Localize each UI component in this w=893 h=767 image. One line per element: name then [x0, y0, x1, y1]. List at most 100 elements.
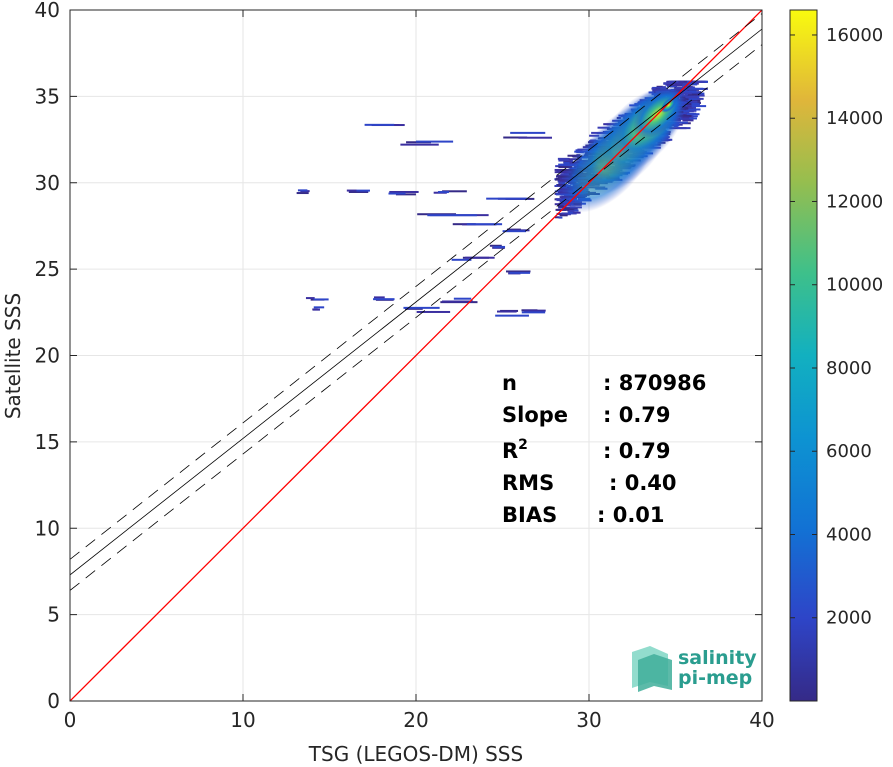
density-cell: [373, 298, 395, 301]
density-cell: [364, 123, 395, 126]
density-cell: [524, 309, 546, 312]
density-cell: [348, 190, 369, 193]
density-cell: [686, 80, 692, 83]
density-cell: [554, 203, 561, 206]
density-cell: [687, 103, 700, 106]
density-cell: [554, 216, 560, 219]
density-cell: [688, 98, 698, 101]
density-cell: [681, 109, 697, 112]
y-tick-label: 30: [35, 171, 60, 195]
density-cell: [503, 136, 528, 139]
y-tick-label: 5: [47, 603, 60, 627]
colorbar-tick-label: 16000: [826, 25, 883, 46]
colorbar-tick-label: 12000: [826, 191, 883, 212]
logo-line2: pi-mep: [678, 667, 752, 689]
density-cell: [389, 190, 419, 193]
density-cell: [557, 157, 570, 160]
density-cell: [556, 208, 574, 211]
density-cell: [681, 90, 695, 93]
colorbar-tick-label: 2000: [826, 608, 872, 629]
regression-lines: [70, 10, 762, 701]
colorbar-tick-label: 14000: [826, 108, 883, 129]
colorbar-tick-label: 8000: [826, 358, 872, 379]
density-cell: [493, 245, 506, 248]
stat-label: Slope: [502, 403, 568, 427]
density-cell: [346, 189, 357, 192]
logo-line1: salinity: [678, 647, 757, 669]
density-cell: [686, 103, 692, 106]
density-cell: [506, 270, 531, 273]
density-cell: [427, 214, 477, 217]
density-cell: [442, 190, 467, 193]
x-tick-label: 40: [749, 708, 774, 732]
density-cell: [466, 223, 503, 226]
density-cell: [663, 82, 674, 85]
density-cell: [486, 197, 529, 200]
stat-label: RMS: [502, 471, 554, 495]
density-cell: [509, 271, 531, 274]
density-cell: [554, 171, 572, 174]
colorbar-ticks: 2000 4000 6000 8000 10000 12000 14000 16000: [790, 25, 883, 629]
density-cell: [686, 108, 701, 111]
density-cell: [676, 82, 691, 85]
density-cell: [388, 192, 406, 195]
density-cell: [692, 80, 705, 83]
x-tick-label: 20: [403, 708, 428, 732]
density-cell: [403, 306, 440, 309]
density-cell: [687, 105, 693, 108]
density-cell: [558, 205, 564, 208]
density-cell: [691, 105, 707, 108]
density-cell: [453, 297, 472, 300]
y-axis-label: Satellite SSS: [1, 293, 25, 419]
density-cell: [558, 163, 564, 166]
colorbar-tick-label: 6000: [826, 441, 872, 462]
density-cell: [558, 216, 563, 219]
fit-line: [70, 28, 762, 576]
density-cell: [687, 106, 697, 109]
density-cell: [681, 116, 690, 119]
density-cell: [489, 244, 502, 247]
density-cloud: [296, 80, 708, 317]
y-tick-label: 20: [35, 344, 60, 368]
density-cell: [400, 143, 439, 146]
density-cell: [559, 214, 568, 217]
colorbar-tick-label: 4000: [826, 524, 872, 545]
density-cell: [305, 297, 315, 300]
density-cell: [495, 314, 529, 317]
density-cell: [510, 131, 546, 134]
density-cell: [416, 140, 454, 143]
stat-value: : 0.79: [603, 439, 671, 463]
density-cell: [518, 136, 552, 139]
density-cell: [313, 308, 320, 311]
stat-label: BIAS: [502, 503, 557, 527]
density-cell: [438, 191, 449, 194]
density-cell: [497, 310, 517, 313]
density-cell: [558, 159, 573, 162]
salinity-pi-mep-logo: salinity pi-mep: [632, 646, 757, 692]
y-tick-label: 10: [35, 516, 60, 540]
density-cell: [687, 100, 698, 103]
identity-line: [70, 10, 762, 701]
stat-value: : 0.40: [609, 471, 677, 495]
density-cell: [670, 80, 679, 83]
density-cell: [416, 310, 451, 313]
density-cell: [686, 113, 700, 116]
density-cell: [677, 80, 684, 83]
x-tick-label: 10: [230, 708, 255, 732]
density-cell: [296, 192, 309, 195]
density-cell: [568, 211, 573, 214]
density-cell: [558, 202, 565, 205]
density-cell: [502, 230, 527, 233]
stat-label: R2: [502, 437, 528, 463]
density-cell: [356, 189, 370, 192]
density-cell: [686, 88, 700, 91]
fit-lower-bound: [70, 44, 762, 591]
density-cell: [451, 258, 472, 261]
x-axis-label: TSG (LEGOS-DM) SSS: [308, 742, 523, 766]
density-cell: [297, 189, 308, 192]
stat-value: : 0.01: [597, 503, 665, 527]
stats-box: n: 870986 Slope: 0.79 R2: 0.79 RMS: 0.40 BIA…: [502, 371, 706, 527]
colorbar: [789, 9, 818, 702]
density-cell: [465, 256, 495, 259]
